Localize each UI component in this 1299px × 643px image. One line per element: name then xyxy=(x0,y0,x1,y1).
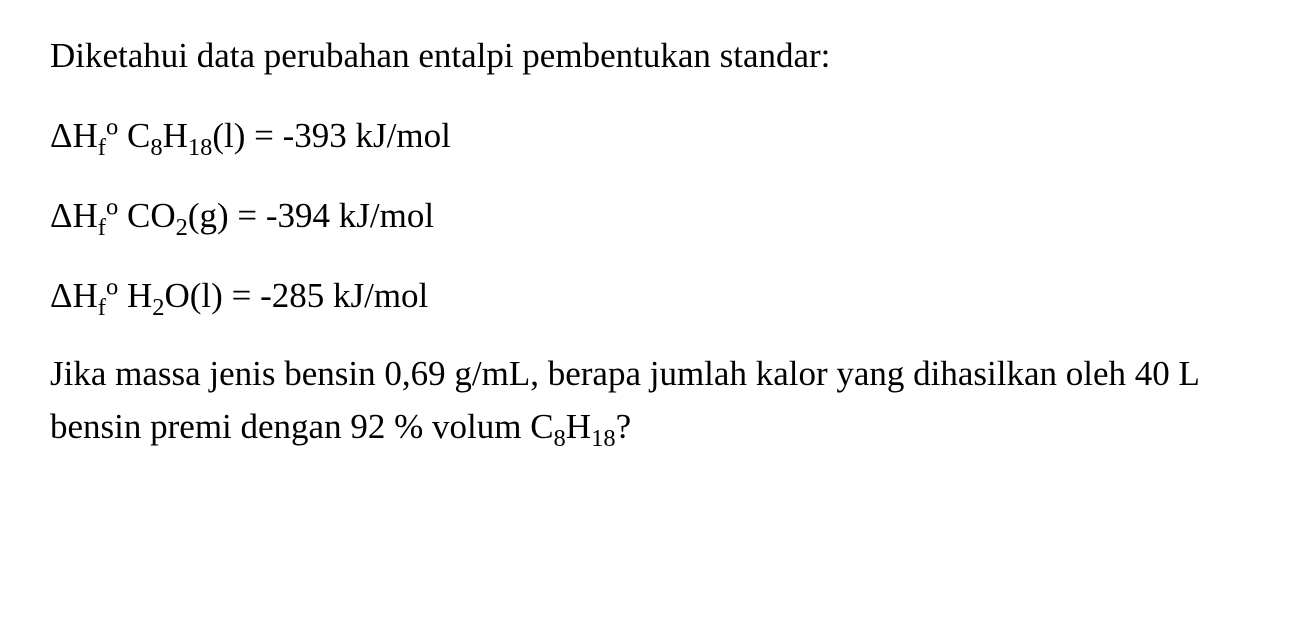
superscript-o: o xyxy=(106,273,118,300)
question-suffix: ? xyxy=(616,407,632,446)
compound-suffix: (l) = xyxy=(190,276,260,315)
question-sub2: 18 xyxy=(591,425,616,452)
equation-value: -393 kJ/mol xyxy=(283,116,451,155)
compound-prefix: C xyxy=(118,116,150,155)
equation-1: ΔHfo C8H18(l) = -393 kJ/mol xyxy=(50,108,1249,164)
compound-suffix: (l) = xyxy=(212,116,282,155)
compound-sub1: 8 xyxy=(150,134,162,161)
equation-value: -394 kJ/mol xyxy=(266,196,434,235)
compound-mid: H xyxy=(163,116,188,155)
intro-text: Diketahui data perubahan entalpi pembent… xyxy=(50,28,1249,84)
delta-h-prefix: ΔH xyxy=(50,276,98,315)
subscript-f: f xyxy=(98,214,106,241)
compound-mid: O xyxy=(165,276,190,315)
compound-sub1: 2 xyxy=(176,214,188,241)
compound-sub1: 2 xyxy=(152,294,164,321)
problem-content: Diketahui data perubahan entalpi pembent… xyxy=(50,28,1249,453)
delta-h-prefix: ΔH xyxy=(50,196,98,235)
equation-2: ΔHfo CO2(g) = -394 kJ/mol xyxy=(50,188,1249,244)
question-sub1: 8 xyxy=(554,425,566,452)
compound-sub2: 18 xyxy=(188,134,213,161)
delta-h-prefix: ΔH xyxy=(50,116,98,155)
equation-value: -285 kJ/mol xyxy=(260,276,428,315)
superscript-o: o xyxy=(106,113,118,140)
compound-prefix: H xyxy=(118,276,152,315)
superscript-o: o xyxy=(106,193,118,220)
question-text: Jika massa jenis bensin 0,69 g/mL, berap… xyxy=(50,348,1249,453)
subscript-f: f xyxy=(98,134,106,161)
subscript-f: f xyxy=(98,294,106,321)
compound-prefix: CO xyxy=(118,196,175,235)
compound-suffix: (g) = xyxy=(188,196,266,235)
equation-3: ΔHfo H2O(l) = -285 kJ/mol xyxy=(50,268,1249,324)
question-mid: H xyxy=(566,407,591,446)
